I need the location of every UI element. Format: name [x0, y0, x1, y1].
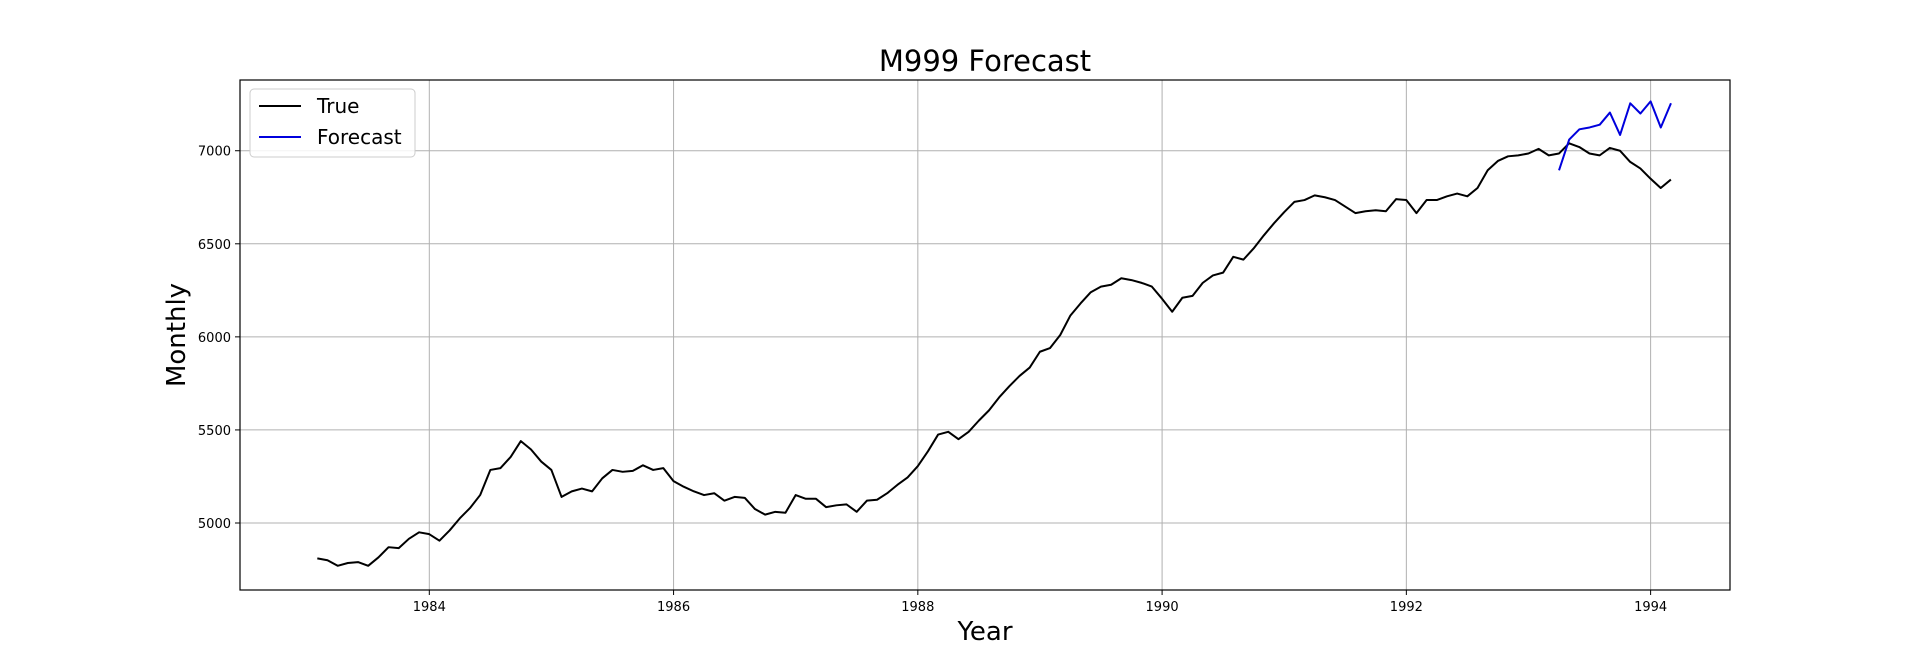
- series-line-forecast: [1558, 100, 1672, 171]
- y-tick-label-3: 6500: [198, 238, 231, 253]
- x-tick-label-0: 1984: [413, 600, 446, 615]
- x-tick-label-4: 1992: [1390, 600, 1423, 615]
- legend-label-forecast: Forecast: [317, 125, 402, 149]
- chart-title: M999 Forecast: [879, 44, 1091, 78]
- y-tick-label-4: 7000: [198, 145, 231, 160]
- series-line-true: [317, 142, 1672, 567]
- y-tick-label-1: 5500: [198, 424, 231, 439]
- y-tick-label-2: 6000: [198, 331, 231, 346]
- series-layer: [317, 100, 1672, 567]
- x-tick-label-1: 1986: [657, 600, 690, 615]
- grid-layer: [240, 80, 1730, 590]
- x-tick-label-5: 1994: [1634, 600, 1667, 615]
- x-tick-label-2: 1988: [901, 600, 934, 615]
- x-axis-label: Year: [956, 617, 1012, 647]
- y-axis-label: Monthly: [162, 283, 192, 387]
- legend-label-true: True: [316, 94, 359, 118]
- legend: True Forecast: [249, 88, 416, 158]
- x-tick-label-3: 1990: [1146, 600, 1179, 615]
- y-tick-label-0: 5000: [198, 517, 231, 532]
- tick-layer: 1984 1986 1988 1990 1992 1994 5000 5500 6000 6500…: [198, 145, 1667, 615]
- plot-frame: [239, 79, 1731, 591]
